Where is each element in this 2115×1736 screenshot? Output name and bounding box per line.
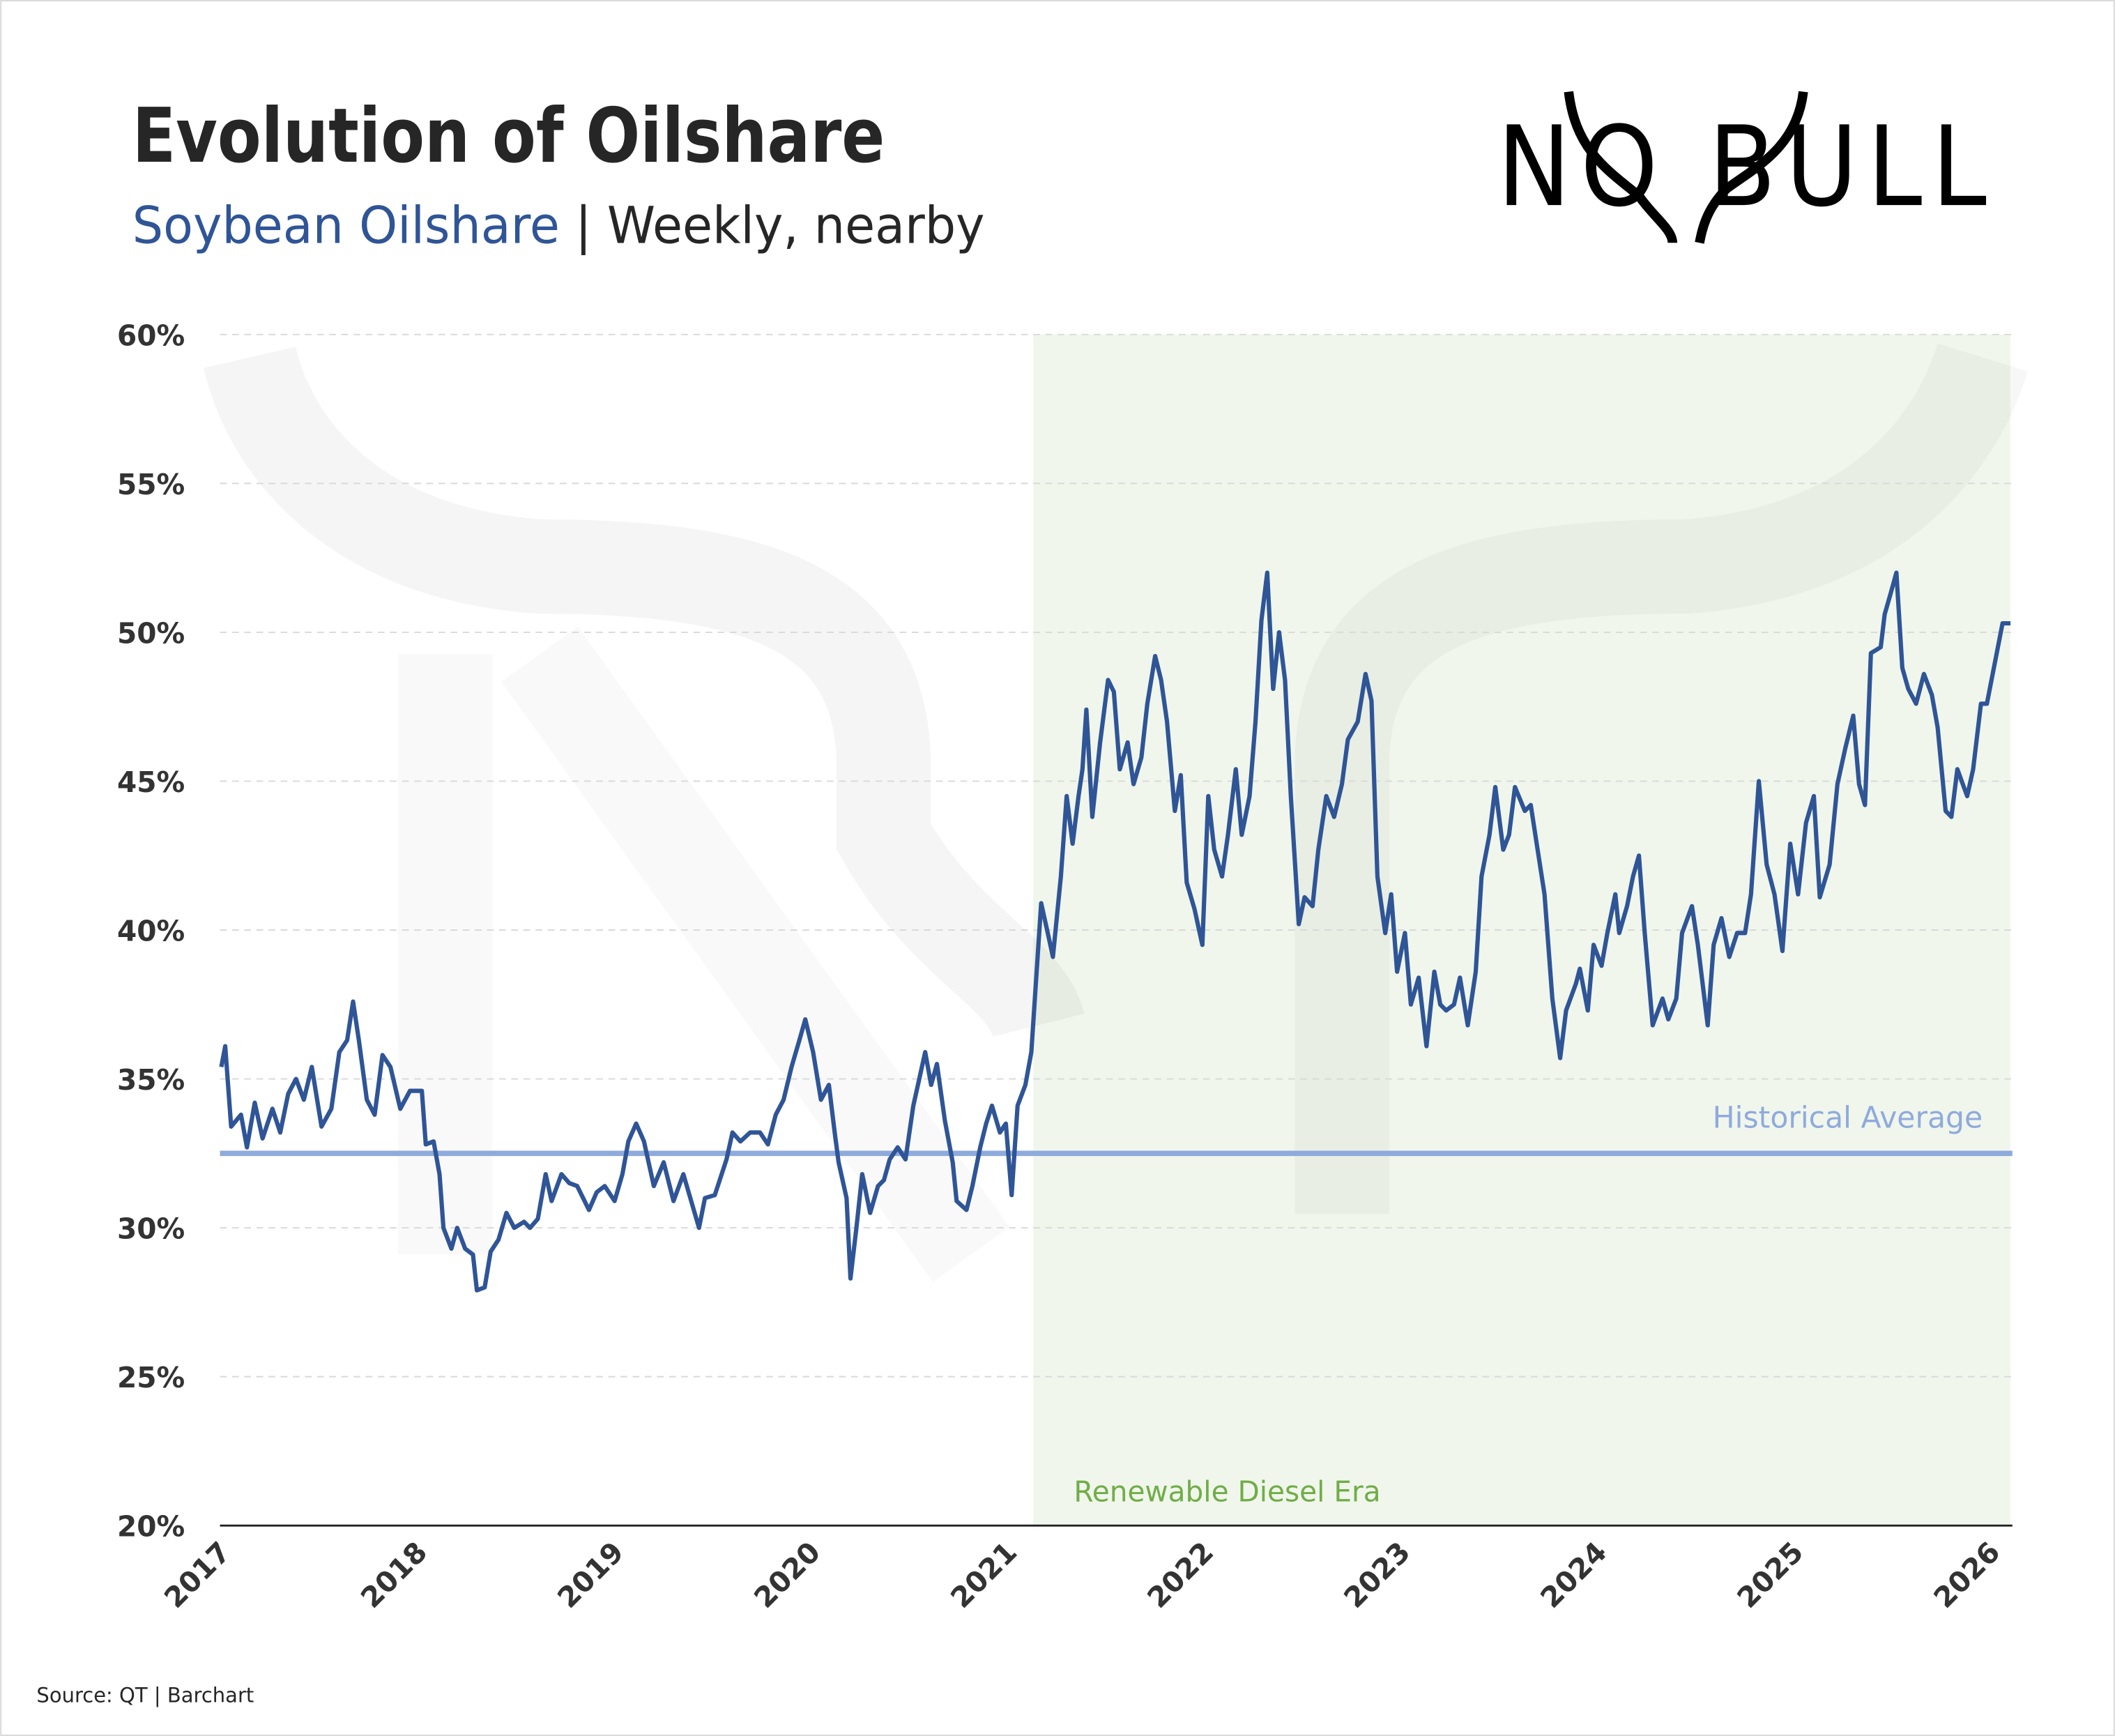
chart-title: Evolution of Oilshare	[132, 91, 885, 180]
y-tick-label: 40%	[117, 914, 185, 947]
y-tick-label: 55%	[117, 468, 185, 501]
y-tick-label: 60%	[117, 319, 185, 352]
y-tick-label: 35%	[117, 1063, 185, 1097]
y-tick-label: 25%	[117, 1361, 185, 1394]
source-note: Source: QT | Barchart	[36, 1684, 254, 1707]
y-tick-label: 50%	[117, 616, 185, 650]
y-tick-label: 20%	[117, 1510, 185, 1544]
oilshare-series-line	[219, 570, 2011, 1293]
no-bull-logo: NO BULL	[1497, 91, 1985, 244]
subtitle-frequency: Weekly, nearby	[607, 196, 985, 255]
y-axis: 20% 25% 30% 35% 40% 45% 50% 55% 60%	[117, 319, 185, 1543]
watermark	[204, 346, 1085, 1040]
historical-average-label: Historical Average	[1713, 1101, 1983, 1136]
subtitle-series: Soybean Oilshare	[132, 196, 560, 255]
gridlines	[220, 333, 2013, 1378]
y-tick-label: 30%	[117, 1212, 185, 1246]
renewable-diesel-era-label: Renewable Diesel Era	[1074, 1475, 1380, 1508]
chart-subtitle: Soybean Oilshare | Weekly, nearby	[132, 196, 985, 255]
y-tick-label: 45%	[117, 766, 185, 799]
subtitle-separator: |	[560, 196, 607, 255]
